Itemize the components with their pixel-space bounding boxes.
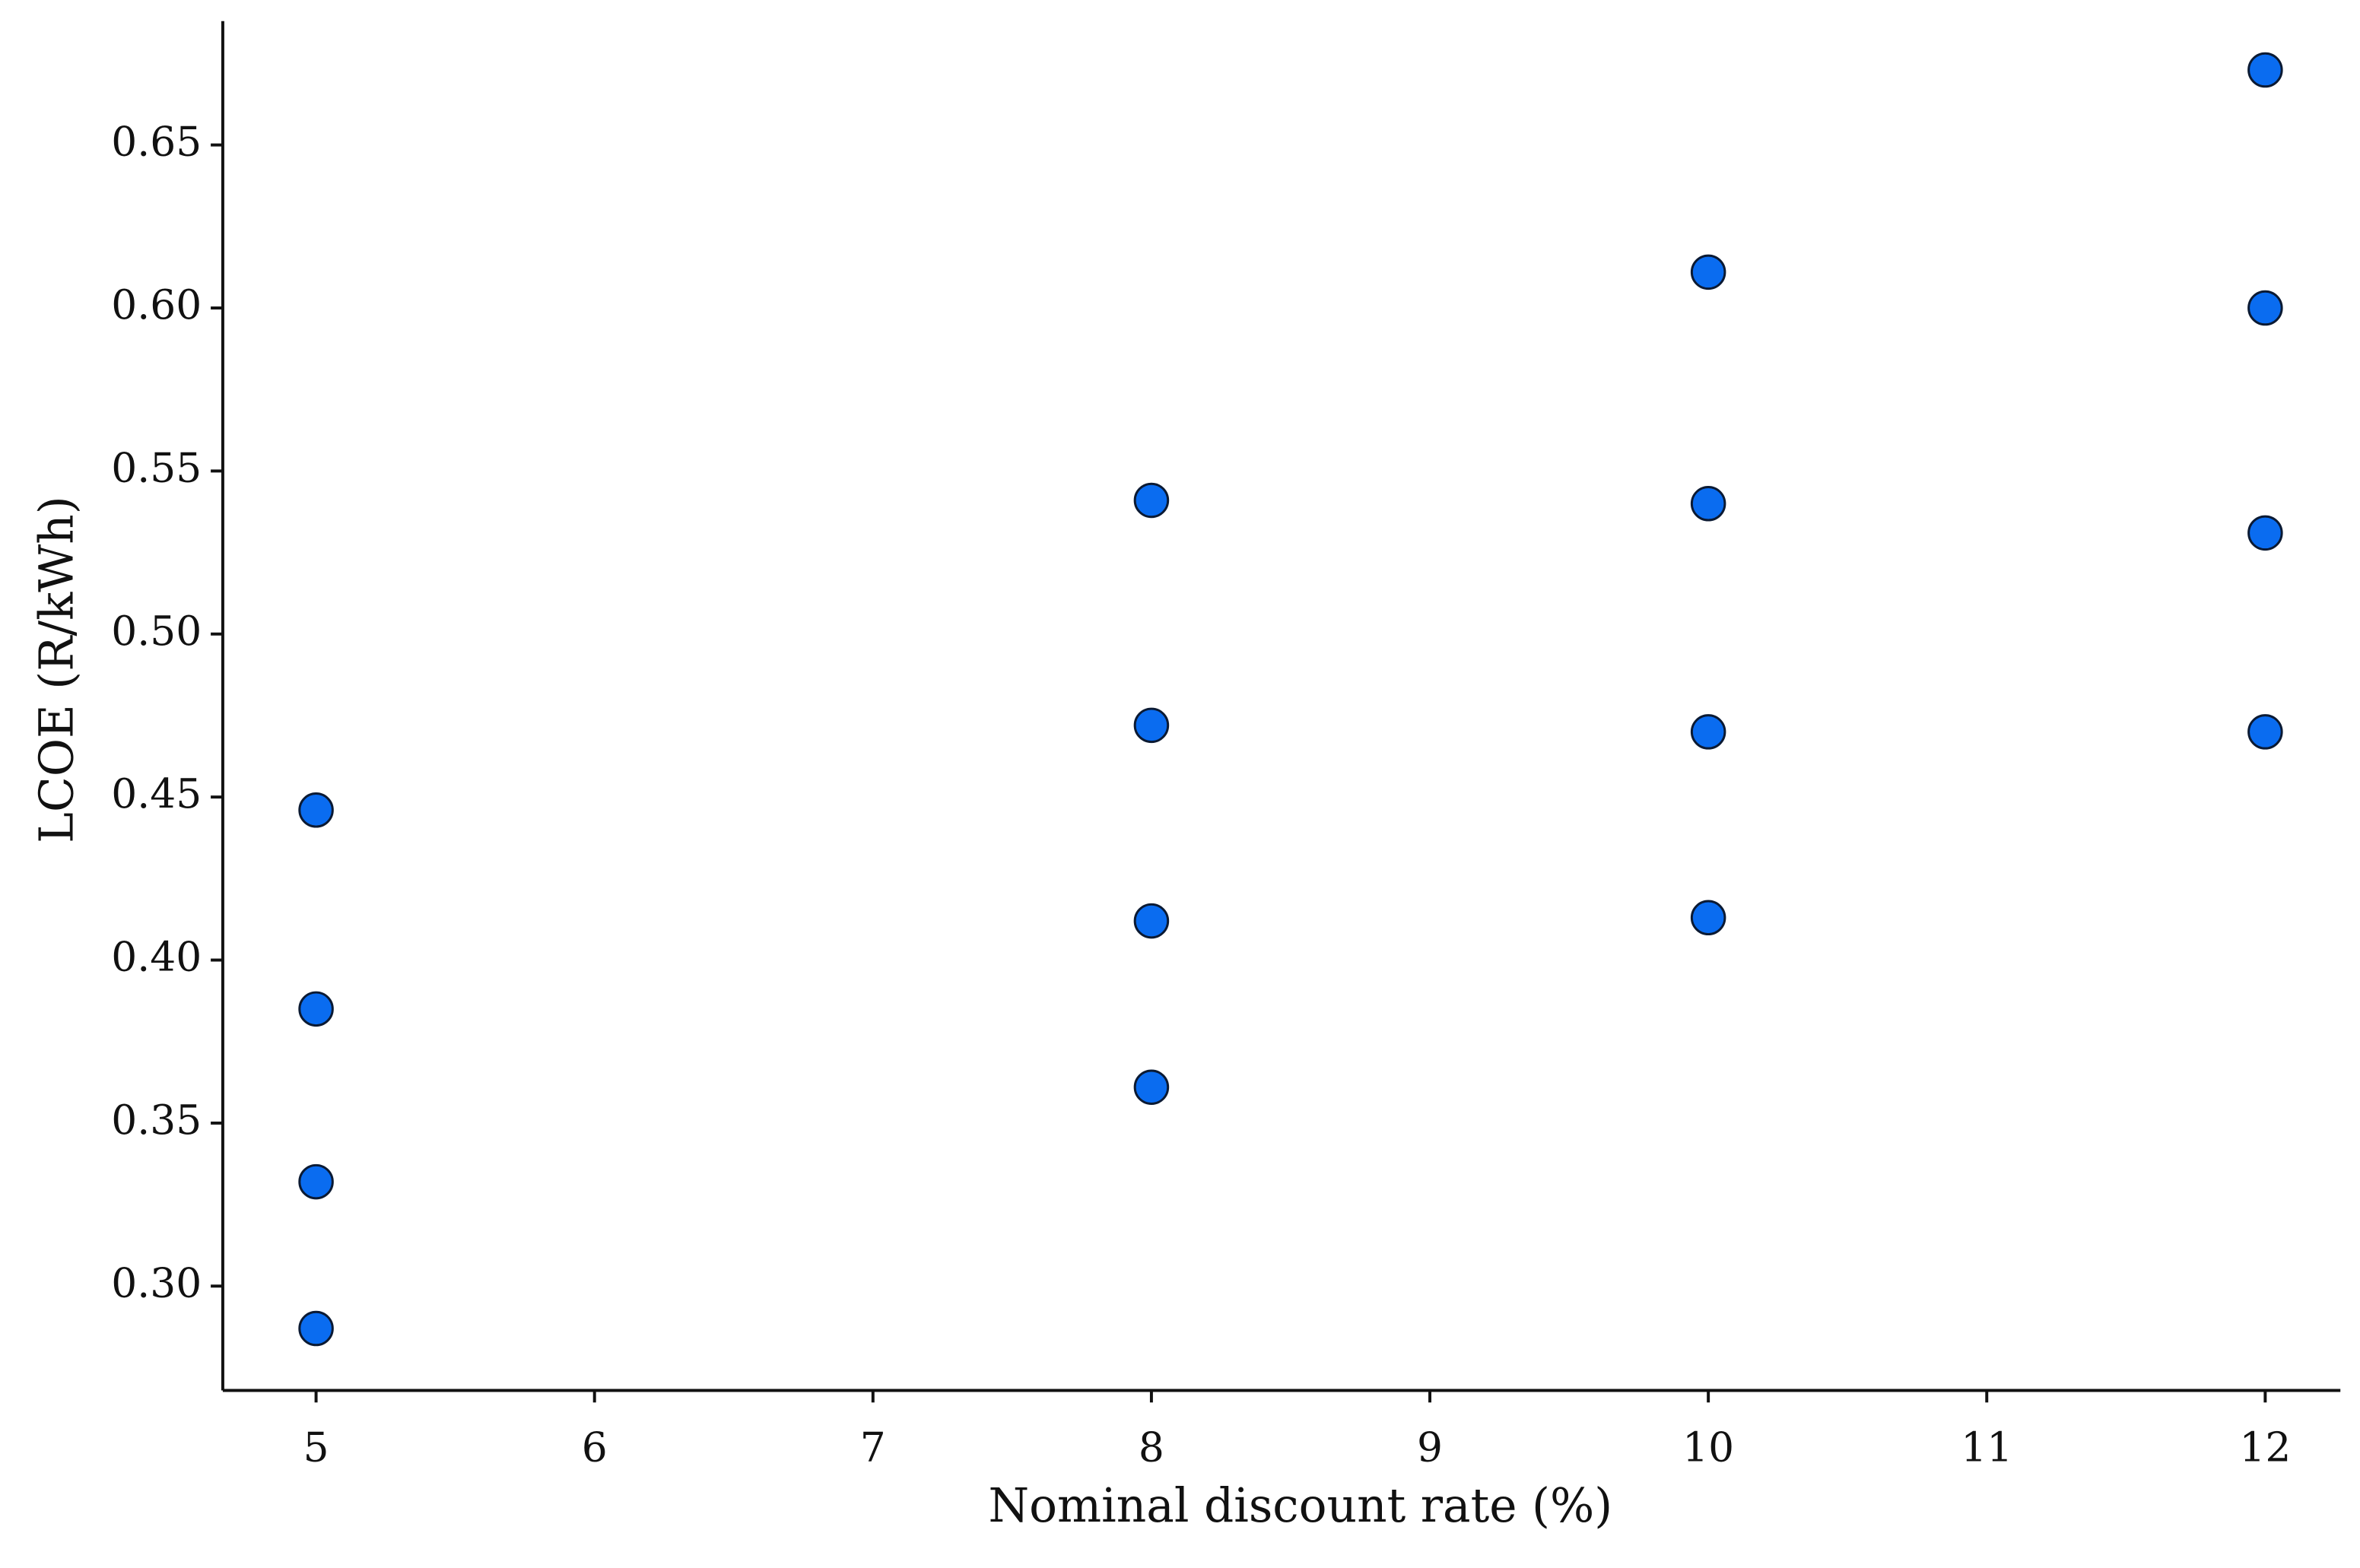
point [1690, 900, 1726, 936]
point [1133, 707, 1170, 744]
point [298, 1163, 334, 1200]
point [298, 792, 334, 828]
y-tick-label: 0.40 [111, 933, 202, 981]
point [2247, 515, 2283, 551]
x-tick-label: 12 [2239, 1424, 2291, 1471]
point [298, 991, 334, 1027]
x-tick-label: 11 [1961, 1424, 2012, 1471]
point [1133, 903, 1170, 939]
point [1133, 482, 1170, 519]
point [2247, 52, 2283, 88]
y-tick-label: 0.55 [111, 443, 202, 491]
y-tick-label: 0.60 [111, 281, 202, 329]
y-tick-label: 0.50 [111, 607, 202, 655]
point [2247, 290, 2283, 326]
y-tick-label: 0.30 [111, 1259, 202, 1306]
point [1133, 1069, 1170, 1105]
x-tick-label: 10 [1682, 1424, 1734, 1471]
y-axis-label: LCOE (R/kWh) [30, 496, 84, 843]
x-tick-label: 6 [582, 1424, 608, 1471]
point [1690, 254, 1726, 290]
point [298, 1310, 334, 1347]
x-axis-label: Nominal discount rate (%) [988, 1479, 1612, 1533]
x-tick-label: 9 [1417, 1424, 1443, 1471]
y-tick-label: 0.65 [111, 118, 202, 166]
point [2247, 714, 2283, 750]
y-tick-label: 0.35 [111, 1096, 202, 1144]
x-tick-label: 7 [860, 1424, 886, 1471]
x-tick-label: 5 [303, 1424, 329, 1471]
y-tick-label: 0.45 [111, 770, 202, 817]
point [1690, 714, 1726, 750]
x-tick-label: 8 [1139, 1424, 1164, 1471]
point [1690, 486, 1726, 522]
